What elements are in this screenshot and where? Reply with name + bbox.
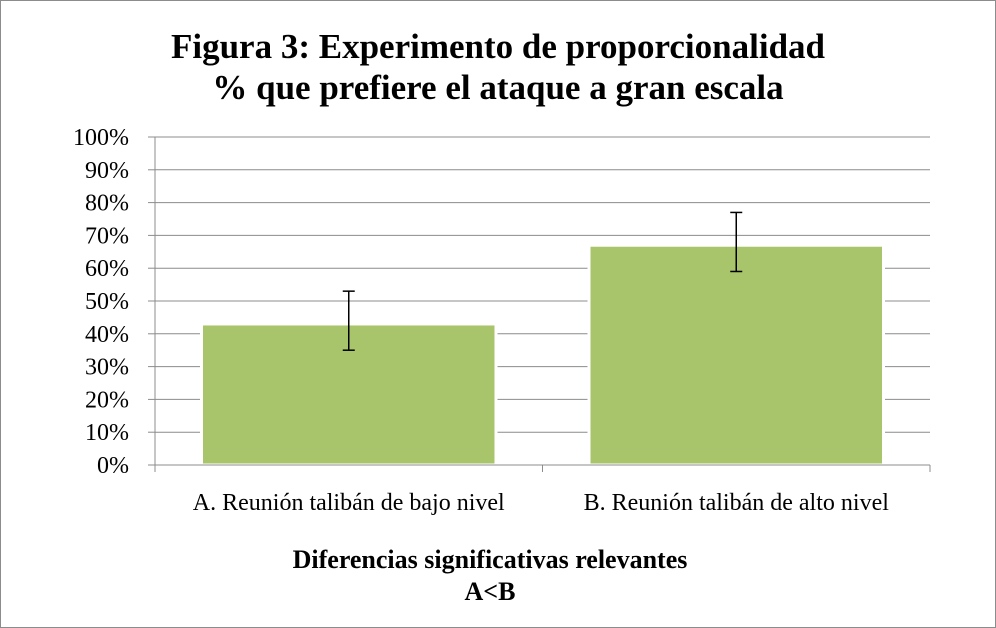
y-tick-label: 10% [85, 420, 129, 446]
y-tick-label: 0% [97, 453, 129, 479]
footnote-line1: Diferencias significativas relevantes [292, 545, 688, 574]
x-category-label: B. Reunión talibán de alto nivel [584, 490, 890, 516]
chart-title-line1: Figura 3: Experimento de proporcionalida… [170, 27, 825, 66]
y-tick-label: 100% [73, 125, 129, 151]
y-tick-label: 80% [85, 191, 129, 217]
y-tick-label: 70% [85, 223, 129, 249]
y-tick-label: 20% [85, 387, 129, 413]
x-category-label: A. Reunión talibán de bajo nivel [193, 490, 505, 516]
bar [587, 243, 885, 467]
y-tick-label: 50% [85, 289, 129, 315]
y-tick-label: 40% [85, 322, 129, 348]
y-tick-label: 60% [85, 256, 129, 282]
chart-title-line2: % que prefiere el ataque a gran escala [212, 68, 784, 107]
footnote-line2: A<B [464, 577, 516, 606]
y-tick-label: 30% [85, 355, 129, 381]
y-tick-label: 90% [85, 158, 129, 184]
